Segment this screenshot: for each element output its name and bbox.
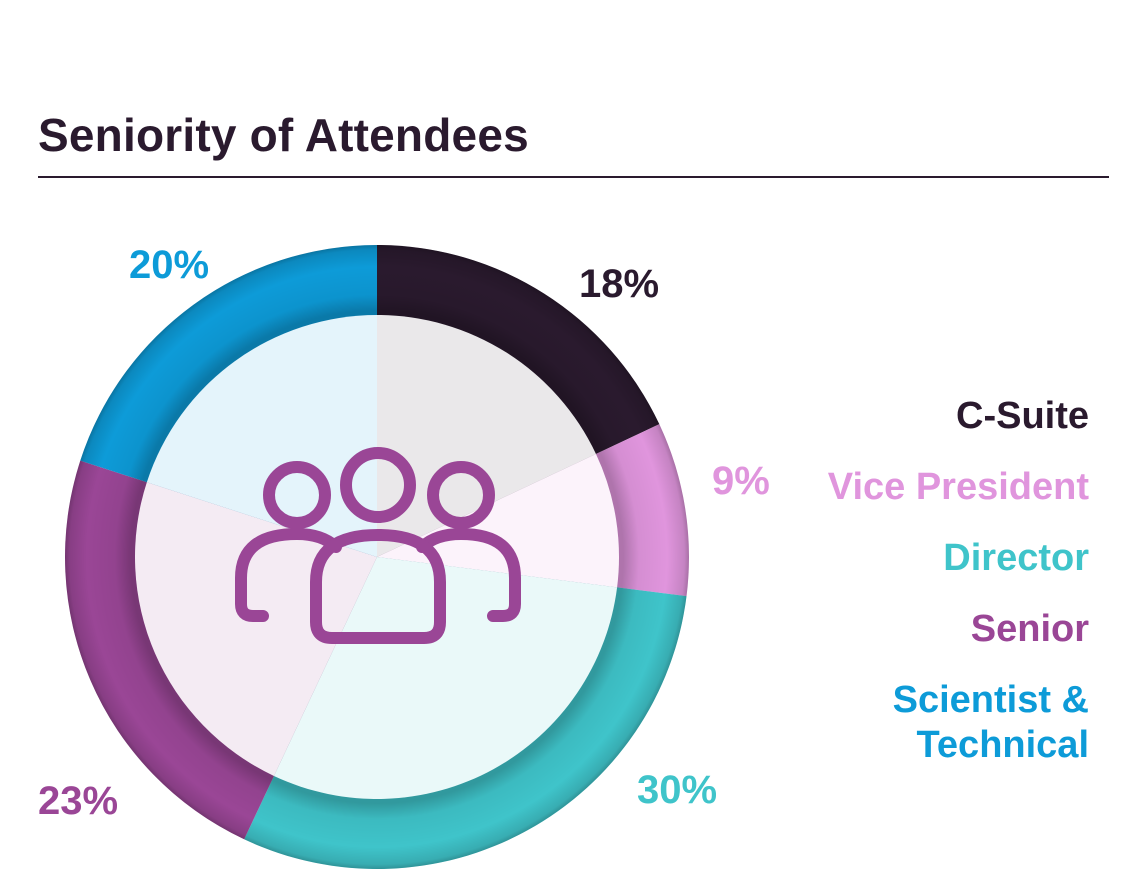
people-group-icon: [235, 447, 521, 644]
legend-item-scientist-technical: Scientist & Technical: [729, 678, 1089, 768]
legend-scientist-line1: Scientist &: [892, 679, 1089, 721]
legend-item-director: Director: [943, 537, 1089, 579]
value-label-senior: 23%: [38, 779, 119, 823]
title-divider: [38, 176, 1109, 178]
value-label-director: 30%: [637, 768, 718, 812]
value-label-c-suite: 18%: [579, 262, 660, 306]
slice-inner-director: [273, 557, 618, 800]
legend-scientist-line2: Technical: [916, 724, 1089, 766]
legend-item-c-suite: C-Suite: [956, 395, 1089, 437]
value-label-scientist-technical: 20%: [129, 243, 210, 287]
legend-item-vice-president: Vice President: [827, 466, 1089, 508]
legend: C-Suite Vice President Director Senior S…: [729, 394, 1089, 794]
legend-item-senior: Senior: [970, 608, 1089, 650]
chart-title: Seniority of Attendees: [38, 109, 529, 161]
value-label-vice-president: 9%: [712, 459, 770, 503]
